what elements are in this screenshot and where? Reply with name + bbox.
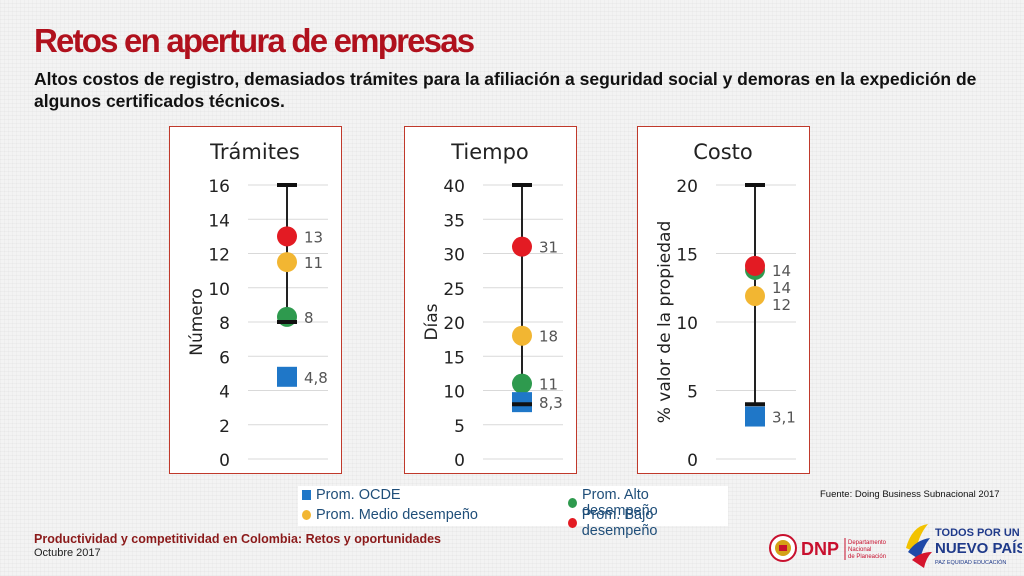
y-tick-label: 30 bbox=[443, 246, 465, 266]
y-tick-label: 0 bbox=[687, 451, 698, 471]
todos-por-un-nuevo-pais-logo: TODOS POR UN NUEVO PAÍS PAZ EQUIDAD EDUC… bbox=[906, 524, 1022, 568]
marker-desempeño bbox=[512, 236, 532, 257]
tpun-line2: NUEVO PAÍS bbox=[935, 540, 1022, 557]
marker-desempeño bbox=[277, 252, 297, 273]
chart-svg: Trámites 0 2 4 6 8 10 12 14 16 Número 13 11 8 4,8 bbox=[187, 140, 328, 471]
marker-desempeño bbox=[745, 285, 765, 306]
data-label: 11 bbox=[539, 376, 558, 394]
y-tick-label: 15 bbox=[676, 246, 698, 266]
circle-marker-icon bbox=[568, 518, 577, 528]
y-tick-label: 25 bbox=[443, 280, 465, 300]
marker-ocde bbox=[745, 406, 765, 427]
marker-desempeño bbox=[277, 226, 297, 247]
legend-label: Prom. Bajo desempeño bbox=[581, 507, 658, 539]
legend-item-alto: Prom. Alto desempeño bbox=[568, 487, 728, 519]
square-marker-icon bbox=[302, 490, 311, 500]
data-label: 12 bbox=[772, 296, 791, 314]
y-tick-label: 35 bbox=[443, 211, 465, 231]
data-label: 13 bbox=[304, 228, 323, 246]
data-label: 4,8 bbox=[304, 369, 328, 387]
marker-ocde bbox=[512, 392, 532, 413]
dnp-logo-text: DNP bbox=[801, 539, 839, 559]
dnp-logo-sub1: Departamento bbox=[848, 540, 887, 546]
data-label: 11 bbox=[304, 254, 323, 272]
marker-desempeño bbox=[745, 255, 765, 276]
y-tick-label: 6 bbox=[219, 348, 230, 368]
footer-title: Productividad y competitividad en Colomb… bbox=[34, 532, 441, 546]
y-tick-label: 10 bbox=[208, 280, 230, 300]
chart-title: Tiempo bbox=[450, 140, 529, 164]
y-axis-label: Número bbox=[187, 288, 207, 356]
marker-desempeño bbox=[512, 325, 532, 346]
chart-title: Costo bbox=[693, 140, 753, 164]
marker-desempeño bbox=[512, 373, 532, 394]
data-label: 18 bbox=[539, 328, 558, 346]
legend-item-bajo: Prom. Bajo desempeño bbox=[568, 507, 728, 539]
y-tick-label: 12 bbox=[208, 246, 230, 266]
y-tick-label: 40 bbox=[443, 177, 465, 197]
chart-svg: Tiempo 0 5 10 15 20 25 30 35 40 Días 31 18 118,3 bbox=[422, 140, 563, 471]
page-title: Retos en apertura de empresas bbox=[34, 22, 475, 59]
data-label: 8 bbox=[304, 309, 314, 327]
legend-label: Prom. Medio desempeño bbox=[316, 507, 478, 523]
dnp-logo-sub3: de Planeación bbox=[848, 554, 886, 560]
legend-item-ocde: Prom. OCDE bbox=[302, 487, 401, 503]
legend-item-medio: Prom. Medio desempeño bbox=[302, 507, 478, 523]
legend-label: Prom. OCDE bbox=[316, 487, 401, 503]
marker-ocde bbox=[277, 366, 297, 387]
y-tick-label: 20 bbox=[443, 314, 465, 334]
data-label: 14 bbox=[772, 262, 791, 280]
y-tick-label: 0 bbox=[219, 451, 230, 471]
chart-svg: Costo 0 5 10 15 20 % valor de la propiedad 1414… bbox=[655, 140, 796, 471]
tpun-line1: TODOS POR UN bbox=[935, 527, 1020, 539]
chart-panel-tramites: Trámites 0 2 4 6 8 10 12 14 16 Número 13 11 8 4,8 bbox=[169, 126, 342, 474]
tpun-line3: PAZ EQUIDAD EDUCACIÓN bbox=[935, 559, 1006, 566]
data-label: 8,3 bbox=[539, 394, 563, 412]
dnp-logo-sub2: Nacional bbox=[848, 547, 871, 553]
circle-marker-icon bbox=[302, 510, 311, 520]
chart-legend: Prom. OCDE Prom. Alto desempeño Prom. Me… bbox=[298, 486, 728, 539]
data-label: 14 bbox=[772, 279, 791, 297]
chart-title: Trámites bbox=[209, 140, 300, 164]
page-subtitle: Altos costos de registro, demasiados trá… bbox=[34, 69, 977, 111]
y-tick-label: 2 bbox=[219, 417, 230, 437]
y-tick-label: 10 bbox=[443, 383, 465, 403]
data-label: 3,1 bbox=[772, 409, 796, 427]
y-tick-label: 20 bbox=[676, 177, 698, 197]
y-axis-label: % valor de la propiedad bbox=[655, 221, 675, 424]
y-tick-label: 10 bbox=[676, 314, 698, 334]
chart-panel-costo: Costo 0 5 10 15 20 % valor de la propiedad 14 14… bbox=[637, 126, 810, 474]
data-label: 31 bbox=[539, 239, 558, 257]
y-tick-label: 0 bbox=[454, 451, 465, 471]
footer-date: Octubre 2017 bbox=[34, 547, 101, 559]
y-tick-label: 15 bbox=[443, 348, 465, 368]
y-tick-label: 16 bbox=[208, 177, 230, 197]
y-tick-label: 14 bbox=[208, 211, 230, 231]
y-axis-label: Días bbox=[422, 303, 442, 340]
y-tick-label: 5 bbox=[687, 383, 698, 403]
source-note: Fuente: Doing Business Subnacional 2017 bbox=[820, 489, 1000, 500]
y-tick-label: 5 bbox=[454, 417, 465, 437]
dnp-logo: DNP Departamento Nacional de Planeación bbox=[769, 534, 887, 562]
chart-panel-tiempo: Tiempo 0 5 10 15 20 25 30 35 40 Días 31 18 11 8,3 bbox=[404, 126, 577, 474]
y-tick-label: 4 bbox=[219, 383, 230, 403]
circle-marker-icon bbox=[568, 498, 577, 508]
legend-label: Prom. Alto desempeño bbox=[581, 487, 658, 519]
y-tick-label: 8 bbox=[219, 314, 230, 334]
